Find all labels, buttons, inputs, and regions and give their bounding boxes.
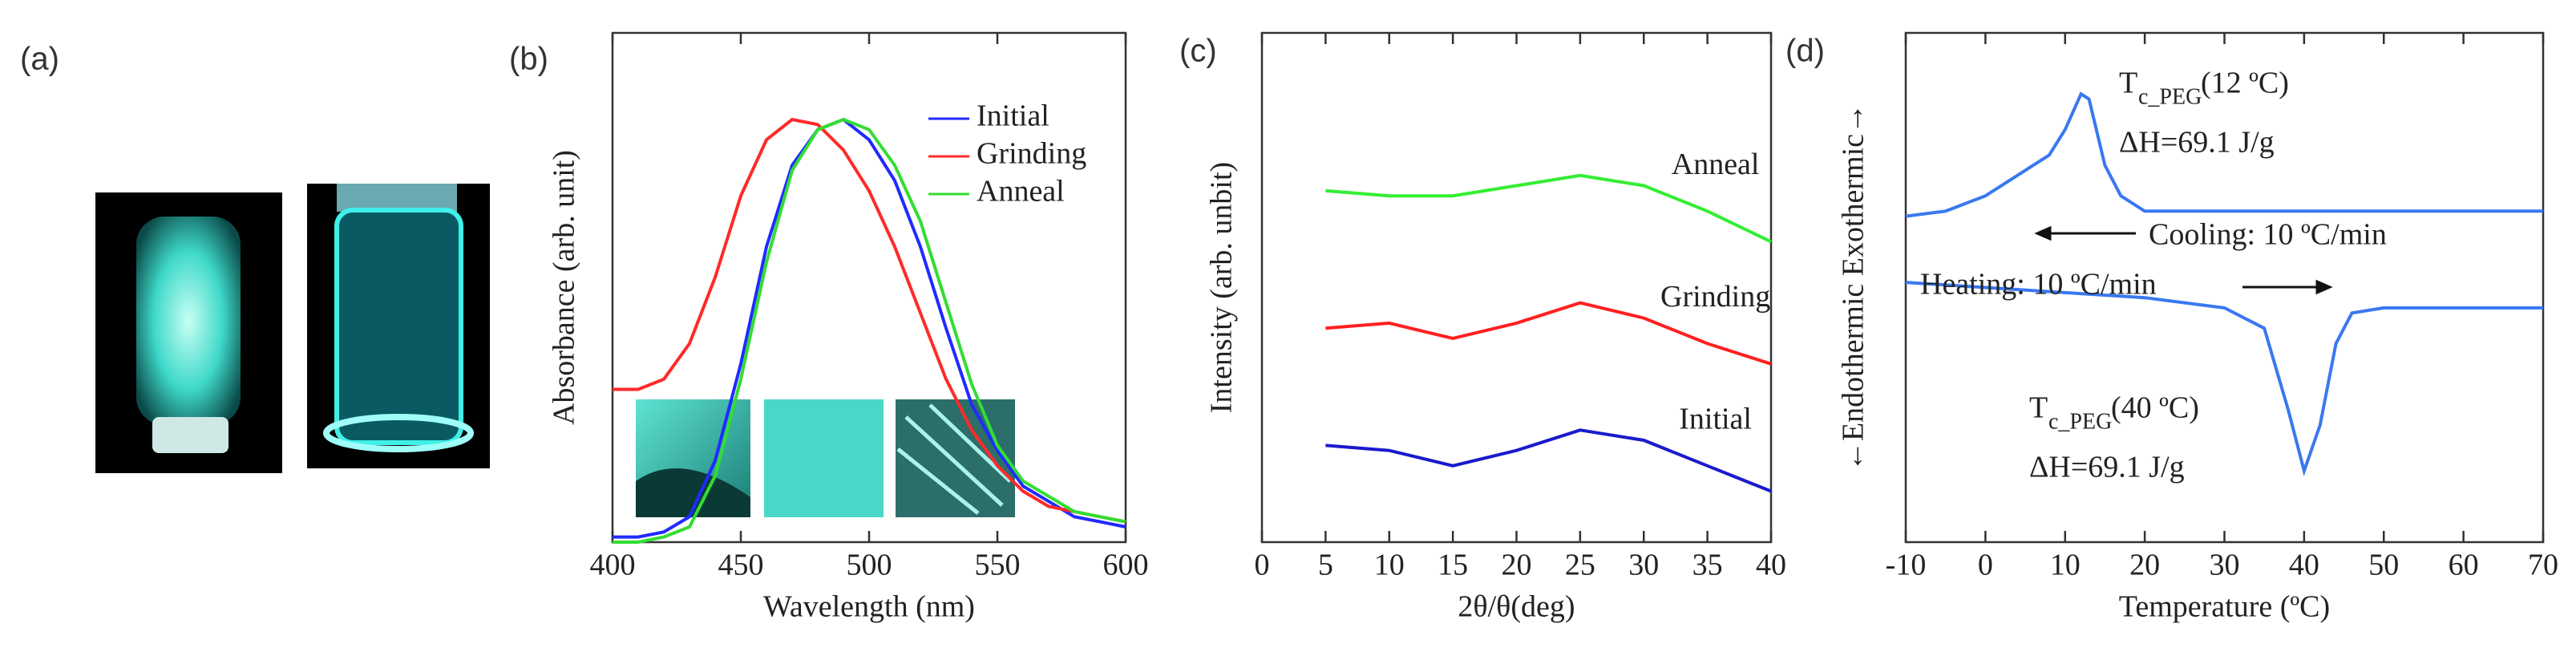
x-tick-label: 25 xyxy=(1565,549,1595,582)
y-axis-label: Absorbance (arb. unit) xyxy=(548,150,581,425)
x-axis-label: Wavelength (nm) xyxy=(763,590,975,624)
x-tick-label: 400 xyxy=(590,549,636,582)
x-tick-label: 60 xyxy=(2449,549,2479,582)
legend-label: Initial xyxy=(977,99,1049,133)
annotation: Heating: 10 ºC/min xyxy=(1920,268,2157,302)
legend-label: Grinding xyxy=(977,137,1086,171)
dsc-arrows xyxy=(2034,225,2333,295)
data-line xyxy=(1905,91,2543,218)
x-tick-label: 20 xyxy=(1502,549,1532,582)
x-tick-label: 5 xyxy=(1318,549,1333,582)
data-line xyxy=(613,117,1126,544)
series-label: Anneal xyxy=(1672,148,1760,181)
data-line xyxy=(613,117,1126,539)
x-tick-label: 40 xyxy=(2289,549,2319,582)
x-tick-label: 0 xyxy=(1255,549,1270,582)
y-axis-label: ←Endothermic Exothermic→ xyxy=(1837,103,1870,472)
x-axis-label: 2θ/θ(deg) xyxy=(1458,590,1575,624)
x-tick-label: 30 xyxy=(1628,549,1659,582)
x-tick-label: 10 xyxy=(2050,549,2081,582)
annotation: Cooling: 10 ºC/min xyxy=(2149,218,2387,252)
x-tick-label: 35 xyxy=(1692,549,1723,582)
peak-subscript: c_PEG xyxy=(2138,84,2202,109)
panel-label: (d) xyxy=(1785,34,1825,69)
x-tick-label: 15 xyxy=(1438,549,1468,582)
photo-vial-2 xyxy=(307,184,490,468)
data-line xyxy=(1325,173,1772,244)
x-tick-label: 50 xyxy=(2368,549,2399,582)
x-tick-label: 450 xyxy=(718,549,764,582)
peak-symbol: T xyxy=(2119,67,2137,100)
x-tick-label: 500 xyxy=(847,549,892,582)
x-tick-label: 0 xyxy=(1978,549,1993,582)
peak-temp: (40 ºC) xyxy=(2111,391,2199,425)
x-tick-label: 550 xyxy=(975,549,1021,582)
panel-label: (c) xyxy=(1179,34,1217,69)
data-line xyxy=(1325,428,1772,493)
x-tick-label: 600 xyxy=(1103,549,1149,582)
series-label: Grinding xyxy=(1660,280,1770,314)
panel-label: (a) xyxy=(20,42,59,77)
peak-subscript: c_PEG xyxy=(2048,409,2112,434)
x-tick-label: 30 xyxy=(2210,549,2240,582)
peak-symbol: T xyxy=(2029,391,2048,425)
x-axis-label: Temperature (ºC) xyxy=(2119,590,2330,624)
y-axis-label: Intensity (arb. unbit) xyxy=(1205,162,1239,413)
x-tick-label: -10 xyxy=(1886,549,1927,582)
data-line xyxy=(1905,281,2543,476)
x-tick-label: 70 xyxy=(2528,549,2558,582)
legend-label: Anneal xyxy=(977,175,1065,209)
panel-label: (b) xyxy=(509,42,548,77)
data-line xyxy=(613,117,1126,524)
peak-enthalpy: ΔH=69.1 J/g xyxy=(2029,451,2185,484)
series-label: Initial xyxy=(1679,402,1752,435)
photo-vial-1 xyxy=(95,192,282,473)
x-tick-label: 10 xyxy=(1374,549,1405,582)
x-tick-label: 40 xyxy=(1756,549,1786,582)
data-line xyxy=(1325,301,1772,366)
inset-photos xyxy=(636,399,1015,517)
x-tick-label: 20 xyxy=(2129,549,2160,582)
peak-temp: (12 ºC) xyxy=(2201,67,2289,100)
peak-enthalpy: ΔH=69.1 J/g xyxy=(2119,126,2275,160)
